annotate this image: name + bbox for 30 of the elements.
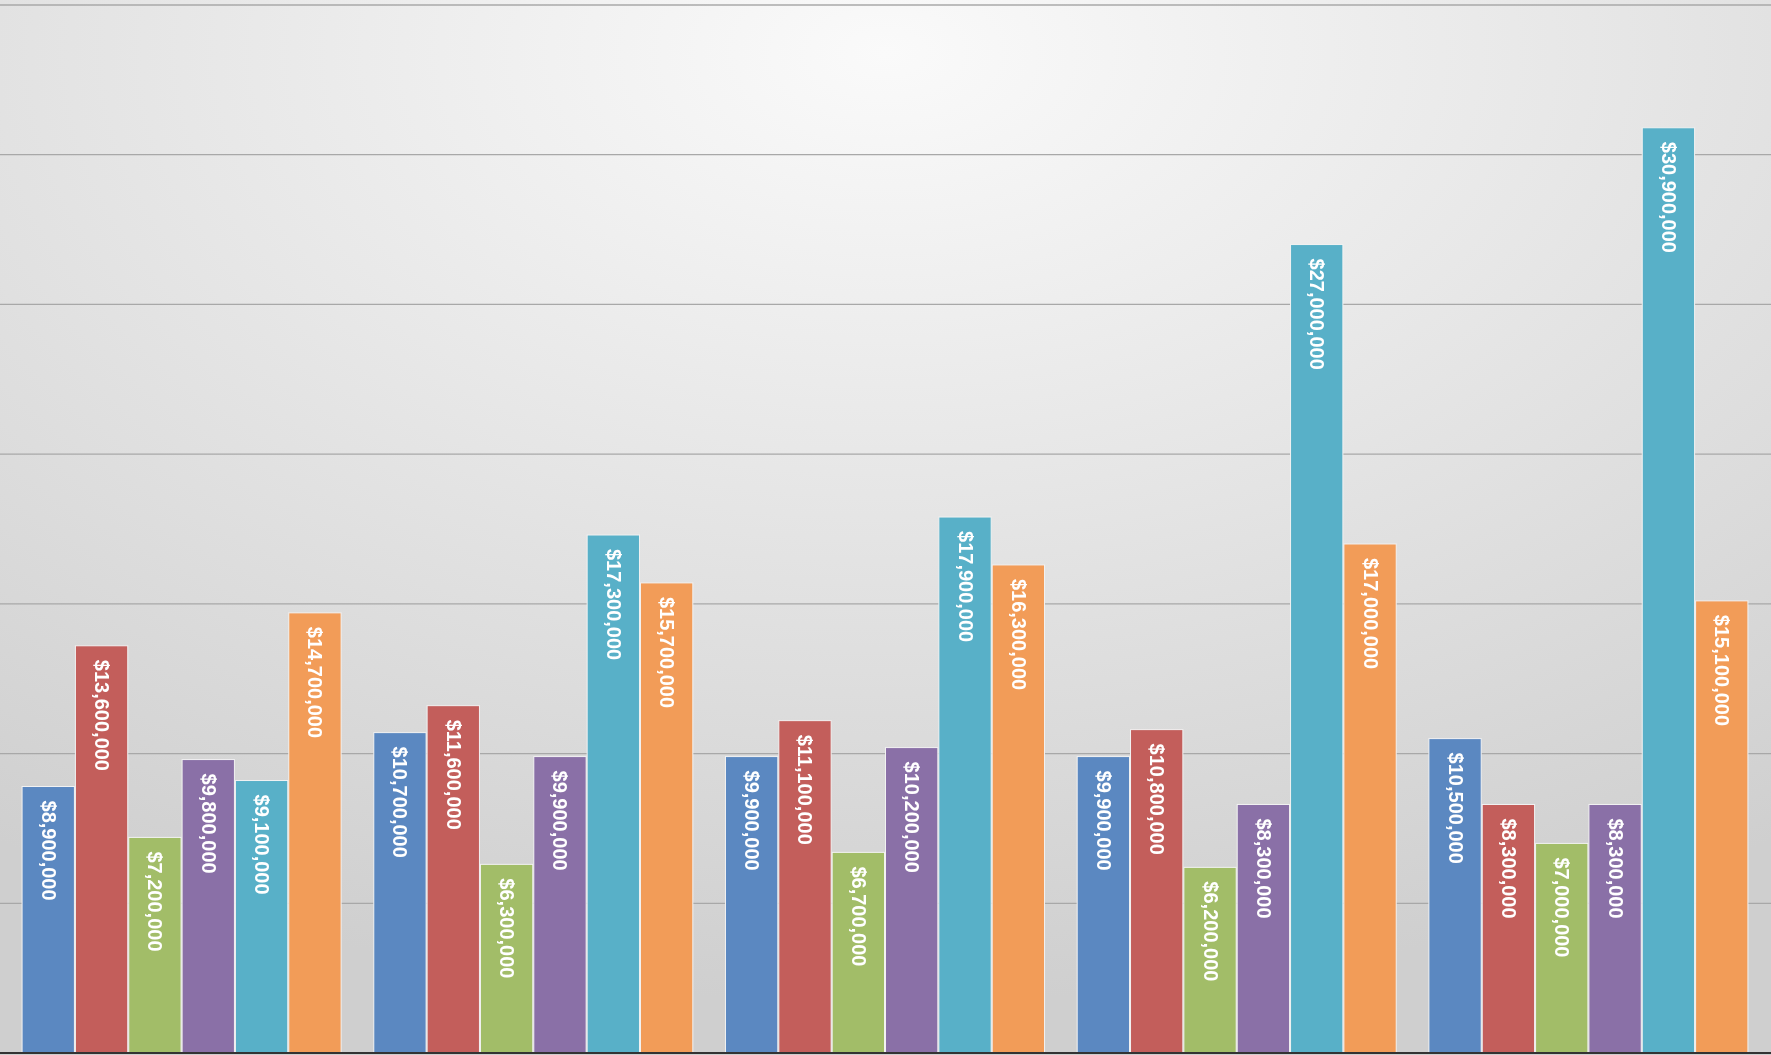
data-label: $6,200,000 xyxy=(1199,881,1222,982)
data-label: $13,600,000 xyxy=(91,659,114,772)
data-label: $10,700,000 xyxy=(389,746,412,858)
data-label: $17,000,000 xyxy=(1359,557,1382,670)
data-label: $11,600,000 xyxy=(442,719,465,830)
data-label: $10,200,000 xyxy=(901,761,924,873)
data-label: $10,800,000 xyxy=(1146,743,1169,855)
data-label: $9,800,000 xyxy=(197,773,220,874)
data-label: $16,300,000 xyxy=(1007,578,1030,691)
data-label: $17,300,000 xyxy=(602,548,625,661)
data-label: $9,900,000 xyxy=(1092,770,1115,871)
data-label: $10,500,000 xyxy=(1444,752,1467,864)
data-label: $14,700,000 xyxy=(304,626,327,739)
data-label: $11,100,000 xyxy=(794,734,817,845)
data-label: $7,000,000 xyxy=(1551,857,1574,958)
data-label: $8,300,000 xyxy=(1604,818,1627,919)
data-label: $8,300,000 xyxy=(1252,818,1275,919)
data-label: $7,200,000 xyxy=(144,851,167,952)
data-label: $15,700,000 xyxy=(656,596,679,709)
data-label: $9,900,000 xyxy=(741,770,764,871)
data-label: $9,900,000 xyxy=(549,770,572,871)
data-label: $8,300,000 xyxy=(1497,818,1520,919)
data-label: $9,100,000 xyxy=(251,794,274,895)
data-label: $17,900,000 xyxy=(954,531,977,643)
data-label: $8,900,000 xyxy=(37,800,60,901)
data-label: $27,000,000 xyxy=(1306,258,1329,370)
data-label: $6,700,000 xyxy=(847,866,870,967)
data-label: $15,100,000 xyxy=(1711,614,1734,727)
data-label: $6,300,000 xyxy=(496,878,519,979)
data-label: $30,900,000 xyxy=(1657,141,1680,253)
